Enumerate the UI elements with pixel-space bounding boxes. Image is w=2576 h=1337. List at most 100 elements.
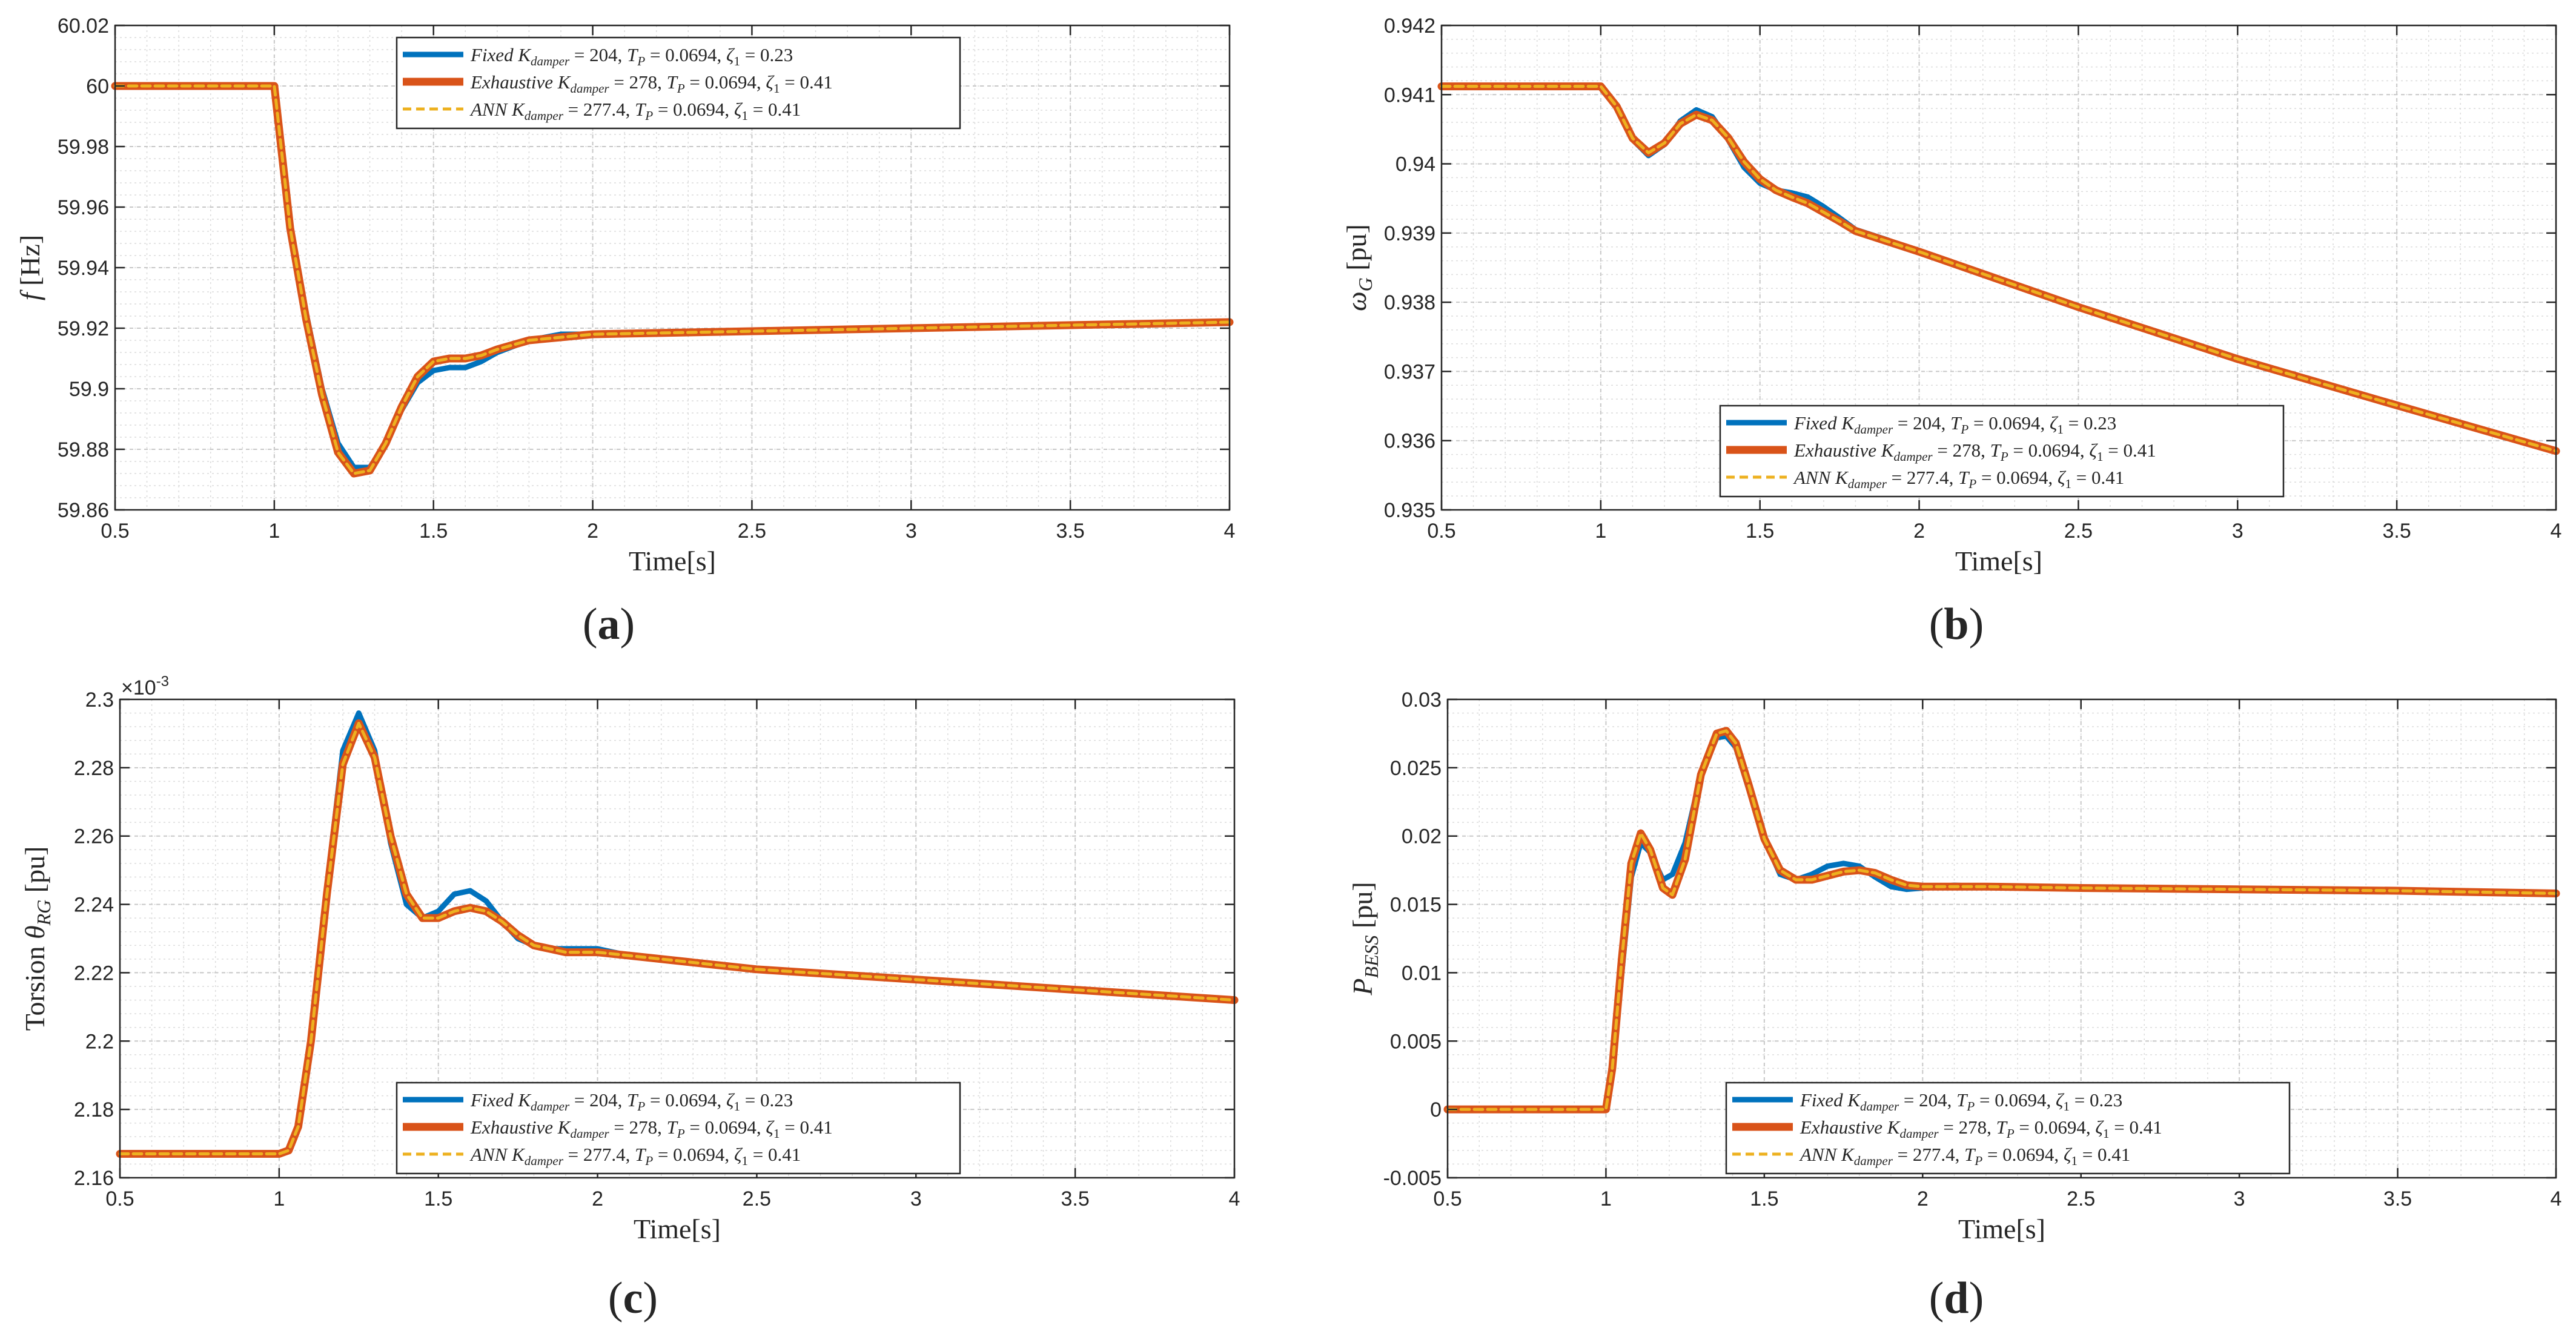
legend-box: [396, 1081, 961, 1175]
legend-label-fixed: Fixed Kdamper = 204, TP = 0.0694, ζ1 = 0…: [470, 44, 793, 68]
x-tick-label: 4: [1224, 520, 1236, 543]
x-tick-label: 3: [2234, 1187, 2245, 1210]
x-tick-label: 2: [1917, 1187, 1929, 1210]
x-tick-label: 1: [273, 1187, 285, 1210]
y-tick-label: 60: [86, 75, 109, 98]
x-axis-label: Time[s]: [1958, 1213, 2045, 1244]
x-axis-label: Time[s]: [634, 1213, 721, 1244]
panel-a: 0.5 1 1.5 2 2.5 3 3.5 4 59.86 59.88 59.9 59.92 59.94…: [15, 15, 1235, 649]
y-tick-label: 2.2: [85, 1030, 114, 1053]
x-tick-label: 3.5: [2383, 520, 2411, 543]
y-tick-label: 59.86: [58, 499, 109, 522]
legend-label-ann: ANN Kdamper = 277.4, TP = 0.0694, ζ1 = 0…: [469, 99, 801, 123]
series-group: [1443, 727, 2560, 1114]
x-tick-label: 0.5: [105, 1187, 134, 1210]
x-tick-label: 2: [592, 1187, 603, 1210]
y-tick-label: 0.03: [1402, 688, 1442, 711]
y-tick-label: 0.939: [1384, 222, 1435, 245]
y-tick-label: 0.025: [1390, 757, 1442, 780]
y-axis-label: PBESS [pu]: [1347, 882, 1382, 995]
y-tick-label: 0.015: [1390, 894, 1442, 917]
x-tick-label: 2.5: [738, 520, 766, 543]
y-tick-label: 0.94: [1396, 153, 1435, 176]
legend: Fixed Kdamper = 204, TP = 0.0694, ζ1 = 0…: [1725, 1081, 2291, 1175]
axes-box: [119, 698, 1236, 1179]
legend-label-exhaustive: Exhaustive Kdamper = 278, TP = 0.0694, ζ…: [470, 71, 833, 96]
x-tick-label: 1.5: [1750, 1187, 1778, 1210]
panel-b: 0.5 1 1.5 2 2.5 3 3.5 4 0.935 0.936 0.937 0.938 0.93…: [1341, 15, 2561, 649]
x-tick-label: 2.5: [2067, 1187, 2095, 1210]
legend-label-exhaustive: Exhaustive Kdamper = 278, TP = 0.0694, ζ…: [1800, 1117, 2162, 1141]
axes-box: [1440, 24, 2557, 511]
x-tick-label: 3: [2232, 520, 2243, 543]
y-tick-label: 0.937: [1384, 360, 1435, 383]
series-line-ann: [1446, 729, 2558, 1111]
x-tick-label: 2.5: [2064, 520, 2093, 543]
series-group: [116, 710, 1239, 1158]
y-axis-label: ωG [pu]: [1341, 224, 1376, 311]
x-tick-label: 0.5: [101, 520, 129, 543]
series-line-ann: [118, 722, 1236, 1155]
x-tick-label: 3.5: [1056, 520, 1085, 543]
y-tick-label: 60.02: [58, 15, 109, 38]
series-group: [111, 82, 1234, 478]
y-exponent-label: ×10-3: [121, 673, 169, 699]
legend-label-ann: ANN Kdamper = 277.4, TP = 0.0694, ζ1 = 0…: [1793, 467, 2124, 491]
panel-c: 0.5 1 1.5 2 2.5 3 3.5 4 2.16 2.18 2.2 2.22 2.24 2.26 2…: [19, 673, 1240, 1323]
x-tick-label: 1: [1600, 1187, 1612, 1210]
y-tick-label: 0.942: [1384, 15, 1435, 38]
y-tick-label: 2.18: [74, 1098, 114, 1121]
legend-label-ann: ANN Kdamper = 277.4, TP = 0.0694, ζ1 = 0…: [469, 1144, 801, 1168]
panel-caption: (c): [608, 1273, 658, 1323]
x-tick-label: 2: [1913, 520, 1925, 543]
y-tick-label: 0: [1430, 1098, 1442, 1121]
panel-caption: (a): [583, 599, 635, 649]
y-tick-label: 0.938: [1384, 291, 1435, 314]
x-tick-label: 1.5: [424, 1187, 452, 1210]
x-tick-label: 3.5: [2383, 1187, 2412, 1210]
y-tick-label: 2.28: [74, 757, 114, 780]
legend: Fixed Kdamper = 204, TP = 0.0694, ζ1 = 0…: [396, 1081, 961, 1175]
legend-label-exhaustive: Exhaustive Kdamper = 278, TP = 0.0694, ζ…: [1793, 440, 2156, 464]
legend: Fixed Kdamper = 204, TP = 0.0694, ζ1 = 0…: [1719, 404, 2285, 498]
grid: [114, 25, 1230, 510]
y-tick-label: 59.98: [58, 136, 109, 159]
x-axis-label: Time[s]: [1955, 546, 2042, 576]
legend-label-fixed: Fixed Kdamper = 204, TP = 0.0694, ζ1 = 0…: [1793, 412, 2116, 437]
y-tick-label: 2.26: [74, 825, 114, 848]
legend-box: [396, 36, 961, 130]
y-tick-label: 0.936: [1384, 430, 1435, 453]
x-tick-label: 2.5: [743, 1187, 771, 1210]
x-tick-label: 4: [2551, 520, 2562, 543]
y-tick-label: -0.005: [1383, 1167, 1442, 1190]
x-tick-label: 0.5: [1427, 520, 1455, 543]
legend: Fixed Kdamper = 204, TP = 0.0694, ζ1 = 0…: [396, 36, 961, 130]
axes-box: [1446, 698, 2557, 1179]
legend-box: [1725, 1081, 2291, 1175]
y-tick-label: 59.88: [58, 438, 109, 461]
series-group: [1437, 82, 2560, 455]
x-tick-label: 4: [1229, 1187, 1240, 1210]
legend-label-fixed: Fixed Kdamper = 204, TP = 0.0694, ζ1 = 0…: [1800, 1089, 2122, 1114]
panel-caption: (d): [1929, 1273, 1984, 1323]
x-tick-label: 1.5: [419, 520, 448, 543]
panel-caption: (b): [1929, 599, 1984, 649]
y-tick-label: 0.935: [1384, 499, 1435, 522]
y-tick-label: 2.22: [74, 962, 114, 985]
x-tick-label: 3.5: [1061, 1187, 1090, 1210]
y-tick-label: 0.005: [1390, 1030, 1442, 1053]
legend-label-ann: ANN Kdamper = 277.4, TP = 0.0694, ζ1 = 0…: [1799, 1144, 2130, 1168]
series-line-ann: [113, 84, 1231, 475]
x-tick-label: 1: [268, 520, 280, 543]
y-axis-label: f [Hz]: [15, 235, 45, 301]
x-tick-label: 2: [587, 520, 598, 543]
y-tick-label: 0.941: [1384, 84, 1435, 107]
legend-label-exhaustive: Exhaustive Kdamper = 278, TP = 0.0694, ζ…: [470, 1117, 833, 1141]
series-line-ann: [1440, 85, 2558, 453]
y-tick-label: 59.96: [58, 196, 109, 219]
y-axis-label: Torsion θRG [pu]: [19, 847, 55, 1031]
x-tick-label: 4: [2551, 1187, 2562, 1210]
panel-d: 0.5 1 1.5 2 2.5 3 3.5 4 -0.005 0 0.005 0.01 0.015 0.0…: [1347, 688, 2561, 1323]
y-tick-label: 2.3: [85, 688, 114, 711]
